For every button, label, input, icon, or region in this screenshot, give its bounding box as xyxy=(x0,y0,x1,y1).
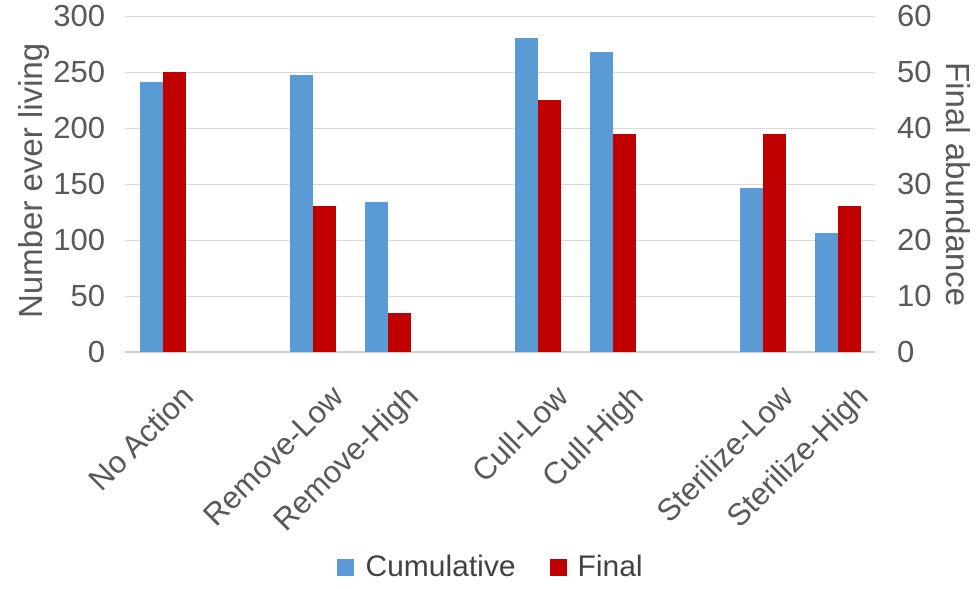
bar-final-cull-high xyxy=(612,133,636,352)
right-axis-tick-label: 60 xyxy=(897,0,932,33)
legend: Cumulative Final xyxy=(0,551,980,583)
gridline xyxy=(125,16,875,17)
bar-cumulative-remove-low xyxy=(289,75,313,352)
bar-final-sterilize-high xyxy=(837,206,861,352)
bar-cumulative-no-action xyxy=(139,82,163,352)
gridline xyxy=(125,296,875,297)
bar-final-remove-high xyxy=(387,312,411,352)
gridline xyxy=(125,351,875,353)
bar-cumulative-sterilize-high xyxy=(814,233,838,352)
legend-label-final: Final xyxy=(577,550,643,583)
right-axis-tick-label: 10 xyxy=(897,278,932,313)
right-axis-tick-label: 30 xyxy=(897,166,932,201)
bar-cumulative-sterilize-low xyxy=(739,188,763,352)
right-axis-tick-label: 0 xyxy=(897,334,915,369)
left-axis-tick-label: 50 xyxy=(70,278,105,313)
bar-cumulative-remove-high xyxy=(364,201,388,352)
legend-item-cumulative: Cumulative xyxy=(337,550,516,583)
bar-final-sterilize-low xyxy=(762,133,786,352)
bar-cumulative-cull-low xyxy=(514,38,538,352)
right-axis-tick-label: 20 xyxy=(897,222,932,257)
left-axis-tick-label: 250 xyxy=(53,54,105,89)
legend-item-final: Final xyxy=(549,550,643,583)
bar-final-no-action xyxy=(162,72,186,352)
left-axis-tick-label: 0 xyxy=(87,334,105,369)
legend-label-cumulative: Cumulative xyxy=(365,550,516,583)
right-axis-tick-label: 50 xyxy=(897,54,932,89)
left-axis-tick-label: 300 xyxy=(53,0,105,33)
gridline xyxy=(125,72,875,73)
right-axis-tick-label: 40 xyxy=(897,110,932,145)
bar-final-cull-low xyxy=(537,100,561,352)
left-axis-tick-label: 200 xyxy=(53,110,105,145)
legend-swatch-cumulative xyxy=(337,558,355,576)
gridline xyxy=(125,184,875,185)
right-axis-title: Final abundance xyxy=(939,62,976,307)
gridline xyxy=(125,240,875,241)
gridline xyxy=(125,128,875,129)
bar-cumulative-cull-high xyxy=(589,51,613,352)
legend-swatch-final xyxy=(549,558,567,576)
left-axis-tick-label: 100 xyxy=(53,222,105,257)
x-axis-label-no-action: No Action xyxy=(81,378,200,498)
left-axis-tick-label: 150 xyxy=(53,166,105,201)
bar-final-remove-low xyxy=(312,206,336,352)
